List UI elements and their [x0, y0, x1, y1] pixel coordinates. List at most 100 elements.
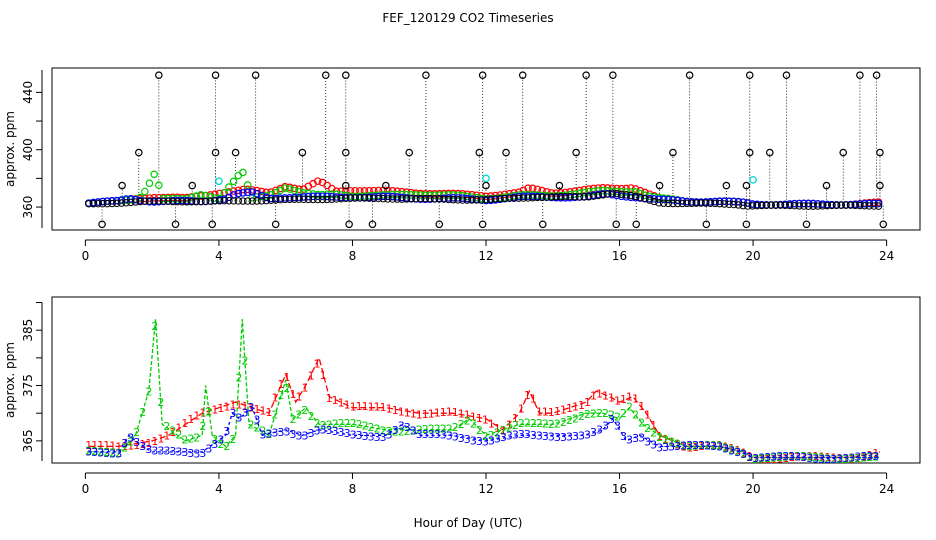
- series-2-mark: 2: [842, 453, 849, 466]
- green-point: [622, 188, 631, 196]
- black-point: [444, 195, 453, 204]
- series-1-mark: 1: [722, 440, 729, 453]
- black-point: [412, 194, 420, 203]
- black-point: [370, 194, 378, 203]
- series-3-mark: 3: [296, 430, 303, 443]
- black-point: [136, 197, 144, 206]
- black-point: [510, 194, 518, 202]
- series-2-mark: 2: [434, 422, 441, 435]
- series-2-mark: 2: [692, 439, 699, 452]
- black-point: [426, 194, 434, 203]
- series-2-mark: 2: [428, 423, 435, 436]
- series-2-mark: 2: [680, 440, 687, 453]
- series-3-mark: 3: [782, 450, 789, 463]
- series-1-mark: 1: [398, 405, 405, 418]
- black-point: [776, 201, 785, 209]
- black-point: [281, 195, 289, 204]
- series-1-mark: 1: [151, 435, 158, 448]
- blue-point: [393, 193, 401, 201]
- black-point: [561, 192, 570, 201]
- series-1-mark: 1: [626, 390, 633, 403]
- black-point: [122, 199, 130, 207]
- black-point: [211, 197, 219, 205]
- black-point: [828, 201, 836, 210]
- x-axis: 0 4 8 12 16 20 24: [82, 472, 894, 496]
- series-1-mark: 1: [296, 391, 303, 404]
- black-point: [692, 199, 701, 207]
- series-2-mark: 2: [229, 433, 236, 446]
- black-spike-point: [231, 148, 240, 157]
- black-point: [795, 202, 803, 210]
- series-1-mark: 1: [344, 399, 351, 412]
- series-2-mark: 2: [332, 418, 339, 431]
- series-1-mark: 1: [386, 402, 393, 415]
- series-3-mark: 3: [818, 453, 825, 466]
- series-3-mark: 3: [464, 433, 471, 446]
- black-dip-point: [702, 220, 711, 229]
- series-3-mark: 3: [584, 428, 591, 441]
- black-spike-point: [188, 181, 197, 190]
- series-2-mark: 2: [506, 421, 513, 434]
- series-1-mark: 1: [163, 430, 170, 443]
- series-3-mark: 3: [302, 430, 309, 443]
- series-3-mark: 3: [259, 428, 266, 441]
- series-2-mark: 2: [344, 417, 351, 430]
- black-point: [622, 191, 630, 199]
- series-1-mark: 1: [602, 389, 609, 402]
- black-spike-point: [555, 181, 564, 190]
- series-3-mark: 3: [350, 429, 357, 442]
- black-point: [145, 197, 154, 205]
- black-point: [365, 194, 373, 202]
- series-1-mark: 1: [536, 406, 543, 419]
- series-1-mark: 1: [97, 439, 104, 452]
- black-point: [659, 199, 668, 207]
- series-3-mark: 3: [542, 430, 549, 443]
- series-1-mark: 1: [350, 401, 357, 414]
- black-point: [519, 194, 528, 202]
- series-1-mark: 1: [470, 410, 477, 423]
- series-1-mark: 1: [157, 432, 164, 445]
- series-1-mark: 1: [572, 401, 579, 414]
- black-point: [687, 199, 696, 207]
- series-1-mark: 1: [380, 401, 387, 414]
- black-point: [94, 199, 102, 208]
- series-2-mark: 2: [284, 382, 291, 395]
- black-spike-point: [422, 71, 430, 79]
- black-point: [197, 197, 205, 206]
- y-tick-label: 400: [21, 138, 35, 161]
- series-1-mark: 1: [728, 442, 735, 455]
- series-3-mark: 3: [800, 451, 807, 464]
- series-2-mark: 2: [181, 433, 188, 446]
- series-2-mark: 2: [253, 421, 260, 434]
- black-dip-point: [368, 220, 377, 229]
- series-3: 3 3 3 3 3 33 3 3 3 3 3 3 3 3 3 3 3 3 3 3 3 333 3 3 333 3 3 3 3 3 3 3 3 3 3…: [85, 401, 880, 466]
- x-tick-label: 8: [349, 482, 357, 496]
- black-spike-point: [211, 148, 220, 157]
- series-3-mark: 3: [452, 430, 459, 443]
- series-3-mark: 3: [284, 426, 291, 439]
- series-3-mark: 3: [722, 443, 729, 456]
- black-point: [608, 189, 616, 197]
- series-1-mark: 1: [482, 414, 489, 427]
- black-point: [379, 195, 387, 203]
- cyan-point: [215, 177, 223, 186]
- black-point: [753, 201, 761, 210]
- blue-point: [454, 194, 462, 202]
- series-2-mark: 2: [566, 414, 573, 427]
- black-point: [323, 195, 331, 204]
- black-point: [515, 194, 523, 202]
- series-1-mark: 1: [109, 440, 116, 453]
- series-1-mark: 1: [848, 453, 855, 466]
- series-1-mark: 1: [758, 453, 765, 466]
- x-tick-label: 24: [879, 482, 894, 496]
- black-spike-point: [135, 148, 143, 157]
- series-2-mark: 2: [205, 406, 212, 419]
- series-3-mark: 3: [650, 439, 657, 452]
- black-point: [599, 191, 607, 199]
- series-1-mark: 1: [253, 403, 260, 416]
- series-2-mark: 2: [638, 417, 645, 430]
- series-3-mark: 3: [247, 401, 254, 414]
- black-spike-point: [341, 181, 350, 190]
